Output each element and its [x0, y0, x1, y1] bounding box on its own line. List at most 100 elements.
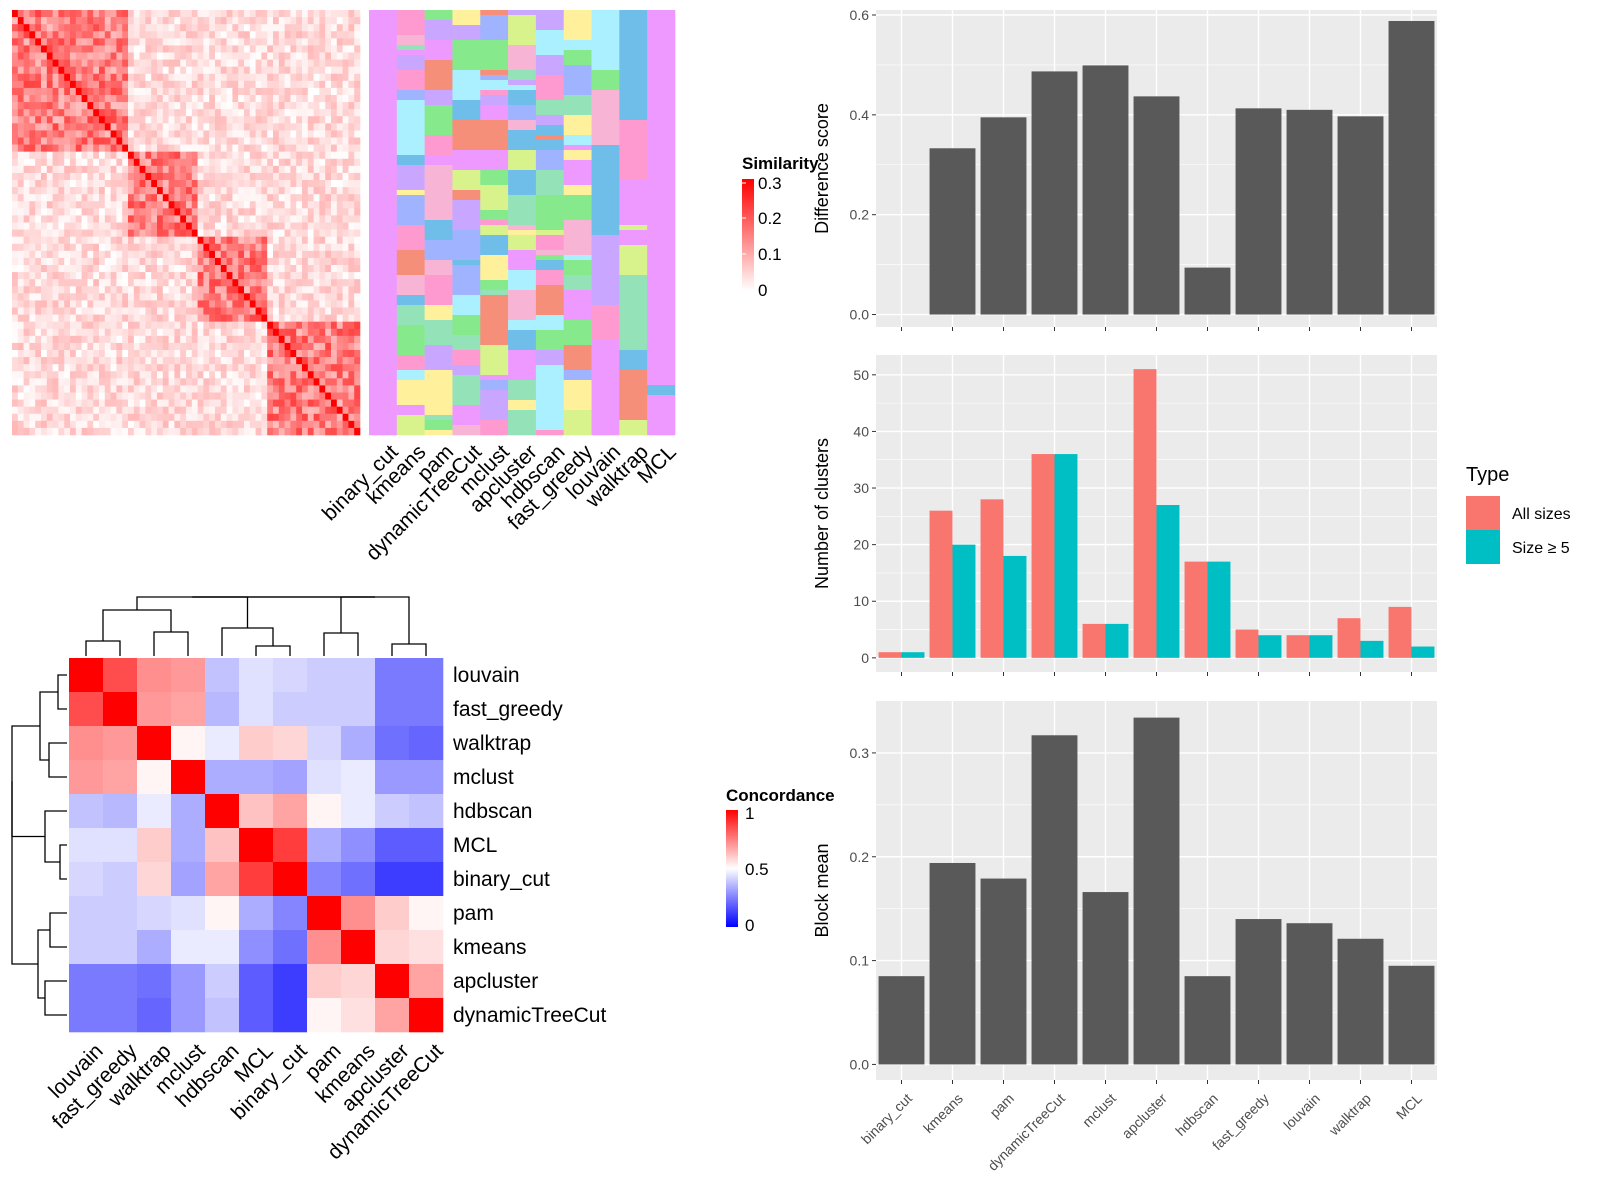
annotation-cell	[369, 310, 398, 316]
concordance-cell	[69, 964, 104, 999]
annotation-cell	[647, 100, 676, 106]
heatmap-cell	[203, 406, 210, 415]
annotation-cell	[480, 15, 509, 21]
heatmap-cell	[197, 406, 204, 415]
bar	[1235, 919, 1282, 1065]
annotation-cell	[452, 225, 481, 231]
annotation-cell	[508, 250, 537, 256]
heatmap-cell	[203, 222, 210, 230]
heatmap-cell	[244, 229, 251, 237]
heatmap-cell	[267, 236, 274, 245]
heatmap-cell	[12, 406, 19, 415]
annotation-cell	[480, 315, 509, 321]
heatmap-cell	[174, 17, 181, 25]
heatmap-cell	[307, 350, 314, 358]
heatmap-cell	[313, 172, 320, 181]
annotation-cell	[480, 70, 509, 76]
heatmap-cell	[116, 194, 123, 202]
heatmap-cell	[58, 222, 65, 230]
heatmap-cell	[278, 307, 285, 315]
heatmap-cell	[238, 314, 245, 322]
heatmap-cell	[52, 279, 59, 287]
bar-all-sizes	[1031, 454, 1055, 658]
annotation-cell	[535, 60, 565, 66]
heatmap-cell	[249, 420, 256, 429]
heatmap-cell	[35, 73, 42, 82]
annotation-cell	[563, 85, 592, 91]
heatmap-cell	[180, 52, 187, 60]
heatmap-cell	[284, 229, 291, 237]
concordance-cell	[137, 998, 172, 1033]
heatmap-cell	[186, 80, 193, 89]
heatmap-cell	[331, 350, 338, 358]
heatmap-cell	[81, 151, 88, 160]
heatmap-cell	[93, 413, 100, 422]
heatmap-cell	[70, 406, 77, 415]
annotation-cell	[396, 110, 425, 116]
heatmap-cell	[307, 137, 314, 145]
heatmap-cell	[157, 399, 164, 407]
heatmap-cell	[75, 165, 82, 174]
heatmap-cell	[307, 378, 314, 386]
dendrogram-branch	[340, 596, 410, 644]
heatmap-cell	[354, 357, 361, 365]
heatmap-cell	[157, 73, 164, 82]
annotation-cell	[647, 340, 676, 346]
heatmap-cell	[238, 413, 245, 422]
annotation-cell	[396, 360, 425, 366]
heatmap-cell	[302, 137, 309, 145]
heatmap-cell	[75, 116, 82, 124]
heatmap-cell	[197, 17, 204, 25]
heatmap-cell	[307, 144, 314, 152]
annotation-cell	[508, 165, 537, 171]
annotation-cell	[452, 195, 481, 201]
heatmap-cell	[46, 215, 53, 223]
heatmap-cell	[203, 201, 210, 209]
heatmap-cell	[267, 399, 274, 407]
heatmap-cell	[116, 293, 123, 301]
annotation-cell	[480, 75, 509, 81]
heatmap-cell	[180, 314, 187, 322]
heatmap-cell	[35, 286, 42, 294]
heatmap-cell	[244, 45, 251, 53]
annotation-cell	[452, 345, 481, 351]
heatmap-cell	[331, 66, 338, 75]
annotation-cell	[563, 335, 592, 341]
heatmap-cell	[145, 342, 152, 351]
heatmap-cell	[99, 194, 106, 202]
heatmap-cell	[319, 38, 326, 46]
heatmap-cell	[238, 357, 245, 365]
heatmap-cell	[313, 350, 320, 358]
heatmap-cell	[267, 24, 274, 32]
heatmap-cell	[232, 293, 239, 301]
heatmap-cell	[139, 364, 146, 372]
heatmap-cell	[75, 151, 82, 160]
y-tick-label: 20	[853, 537, 869, 553]
heatmap-cell	[296, 187, 303, 195]
heatmap-cell	[70, 10, 77, 18]
heatmap-cell	[197, 45, 204, 53]
annotation-cell	[535, 335, 565, 341]
heatmap-cell	[52, 321, 59, 330]
annotation-cell	[396, 200, 425, 206]
annotation-cell	[591, 210, 620, 216]
heatmap-cell	[58, 243, 65, 252]
annotation-cell	[508, 265, 537, 271]
heatmap-cell	[145, 52, 152, 60]
heatmap-cell	[23, 293, 30, 301]
heatmap-cell	[296, 59, 303, 67]
heatmap-cell	[197, 399, 204, 407]
heatmap-cell	[191, 265, 198, 273]
heatmap-cell	[348, 80, 355, 89]
heatmap-cell	[35, 243, 42, 252]
heatmap-cell	[238, 406, 245, 415]
heatmap-cell	[186, 172, 193, 181]
heatmap-cell	[255, 335, 262, 344]
heatmap-cell	[75, 10, 82, 18]
heatmap-cell	[226, 272, 233, 280]
heatmap-cell	[162, 95, 169, 103]
heatmap-cell	[296, 66, 303, 75]
heatmap-cell	[191, 392, 198, 400]
heatmap-cell	[354, 307, 361, 315]
annotation-cell	[424, 320, 453, 326]
